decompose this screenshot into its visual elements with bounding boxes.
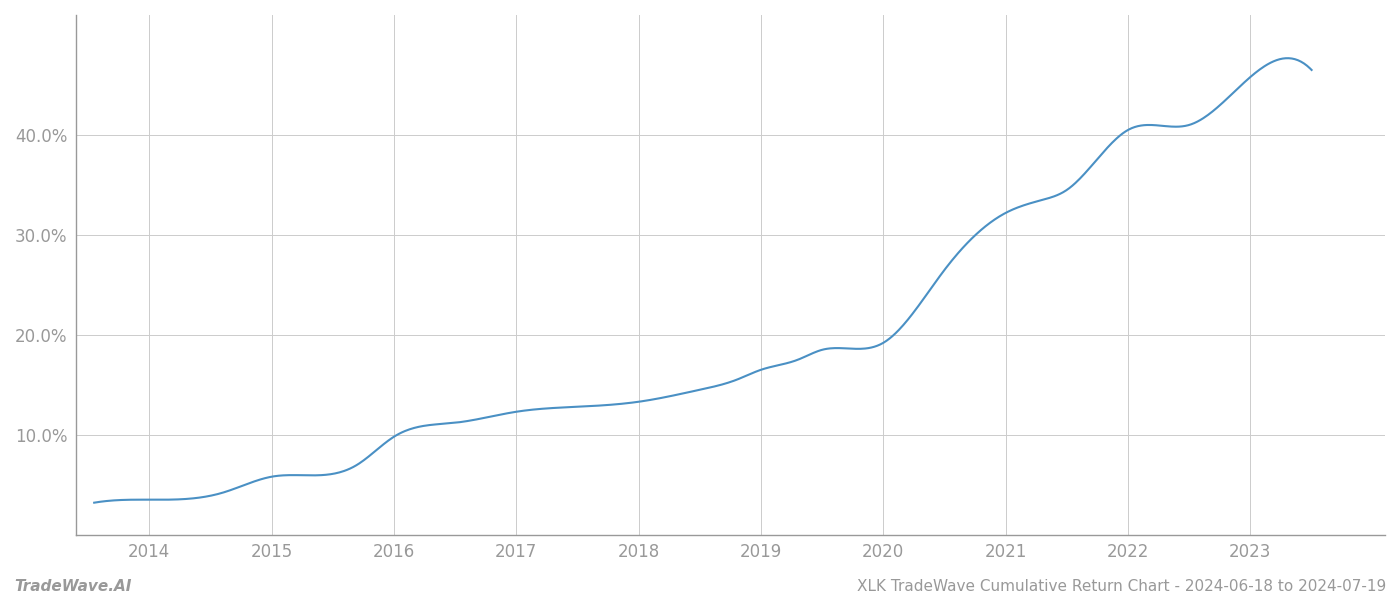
Text: TradeWave.AI: TradeWave.AI [14, 579, 132, 594]
Text: XLK TradeWave Cumulative Return Chart - 2024-06-18 to 2024-07-19: XLK TradeWave Cumulative Return Chart - … [857, 579, 1386, 594]
